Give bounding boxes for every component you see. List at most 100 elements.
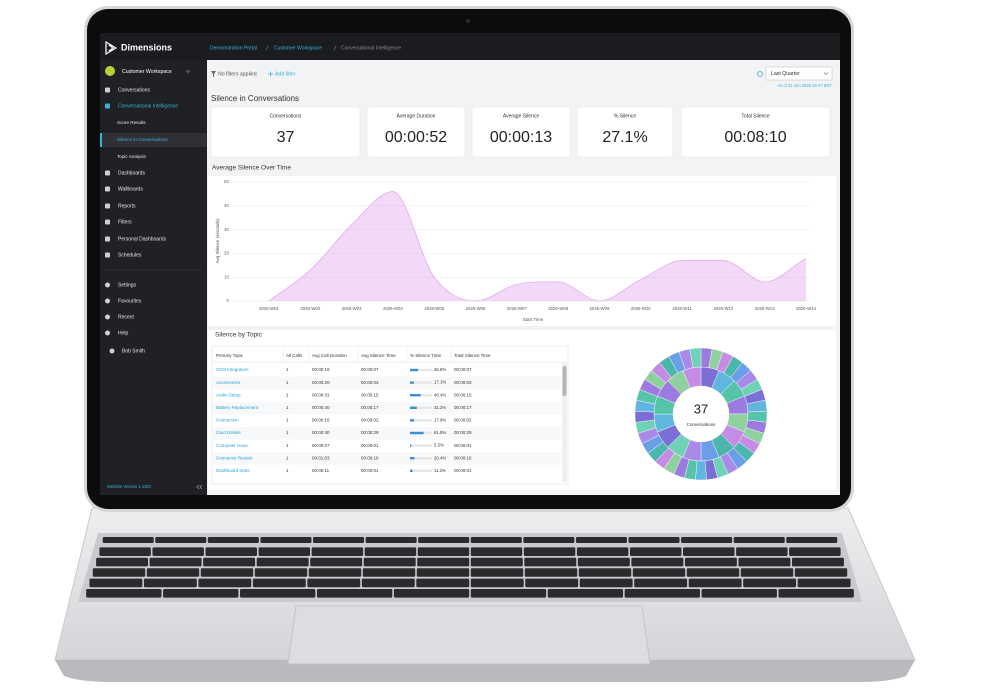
table-cell: 17.1% xyxy=(434,380,446,385)
nav-item[interactable]: Settings xyxy=(118,282,137,288)
table-cell: 20.4% xyxy=(434,455,446,460)
keyboard xyxy=(86,537,854,598)
add-filter[interactable]: Add filter xyxy=(275,71,296,77)
nav-icon xyxy=(105,298,110,304)
key xyxy=(256,557,309,567)
x-tick-label: 2026-W06 xyxy=(466,306,486,311)
key xyxy=(307,578,361,588)
table-cell: 00:00:40 xyxy=(312,405,330,410)
pct-track xyxy=(410,469,432,472)
topic-link[interactable]: Battery Replacement xyxy=(216,405,259,410)
nav-item[interactable]: Dashboards xyxy=(118,170,145,176)
nav-item[interactable]: Conversational Intelligence xyxy=(118,103,178,109)
x-tick-label: 2026-W04 xyxy=(383,306,403,311)
pct-track xyxy=(410,394,432,397)
workspace-icon xyxy=(105,66,115,76)
x-tick-label: 2026-W12 xyxy=(713,306,733,311)
nav-item[interactable]: Personal Dashboards xyxy=(118,236,167,242)
kpi-card xyxy=(366,106,466,158)
breadcrumb[interactable]: Demonstration Portal xyxy=(210,45,257,51)
table-title: Silence by Topic xyxy=(215,332,263,339)
key xyxy=(102,537,154,543)
key xyxy=(547,589,624,598)
nav-item[interactable]: Recent xyxy=(118,314,134,320)
topic-link[interactable]: Audio Setup xyxy=(216,392,241,397)
refresh[interactable] xyxy=(757,71,763,77)
y-axis-title: Avg Silence (seconds) xyxy=(215,218,220,263)
pct-bar xyxy=(410,381,414,384)
key xyxy=(200,568,254,577)
nav-icon xyxy=(105,219,110,225)
table-cell: 00:00:01 xyxy=(361,468,379,473)
pct-track xyxy=(410,381,432,384)
kpi-label: Conversations xyxy=(270,113,302,119)
nav-item[interactable]: Schedules xyxy=(118,252,142,258)
key xyxy=(470,537,522,543)
scroll-thumb[interactable] xyxy=(562,366,567,396)
nav-icon xyxy=(109,348,115,354)
key xyxy=(470,568,524,577)
nav-item[interactable]: Bob Smith xyxy=(122,348,145,354)
key xyxy=(791,557,844,567)
key xyxy=(733,537,785,543)
kpi-value: 00:08:10 xyxy=(724,129,786,146)
section-title: Silence in Conversations xyxy=(211,94,299,103)
pct-track xyxy=(410,419,432,422)
row-stripe xyxy=(213,376,561,390)
topic-link[interactable]: Dashboard Stats xyxy=(216,468,250,473)
topic-link[interactable]: Connection xyxy=(216,418,239,423)
table-header: All Calls xyxy=(286,353,303,358)
x-tick-label: 2026-W11 xyxy=(672,306,692,311)
kpi-value: 27.1% xyxy=(602,129,647,146)
table-cell: 1 xyxy=(286,392,289,397)
y-tick-label: 10 xyxy=(224,274,230,279)
sunburst-slice xyxy=(695,460,707,481)
nav-item[interactable]: Reports xyxy=(118,203,136,209)
key xyxy=(797,578,851,588)
table-cell: 1 xyxy=(286,468,289,473)
topic-link[interactable]: Connector Restart xyxy=(216,455,253,460)
key xyxy=(525,578,579,588)
topic-link[interactable]: SCM Integration xyxy=(216,367,249,372)
key xyxy=(523,547,576,556)
pct-track xyxy=(410,406,432,409)
collapse[interactable] xyxy=(196,484,203,490)
key xyxy=(579,578,633,588)
workspace[interactable]: Customer Workspace xyxy=(122,69,172,75)
nav-item[interactable]: Silence in Conversations xyxy=(117,137,168,142)
topic-link[interactable]: Computer Issue xyxy=(216,443,248,448)
table-cell: 00:00:11 xyxy=(312,468,330,473)
key xyxy=(523,537,575,543)
key xyxy=(89,578,143,588)
table-cell: 00:00:15 xyxy=(361,392,379,397)
nav-item[interactable]: Topic Analysis xyxy=(117,154,147,159)
key xyxy=(393,589,470,598)
version: Website Version 1.1193 xyxy=(107,484,152,489)
nav-item[interactable]: Help xyxy=(118,330,129,336)
key xyxy=(632,568,686,577)
y-tick-label: 50 xyxy=(224,179,230,184)
topic-link[interactable]: Card Details xyxy=(216,430,242,435)
nav-item[interactable]: Conversations xyxy=(118,87,150,93)
key xyxy=(252,578,306,588)
pct-bar xyxy=(410,394,421,397)
key xyxy=(789,547,841,556)
nav-item[interactable]: Filters xyxy=(118,219,132,225)
key xyxy=(470,547,523,556)
kpi-card xyxy=(576,106,674,158)
filter-icon xyxy=(211,71,216,77)
topic-link[interactable]: Accessories xyxy=(216,380,241,385)
top-bar xyxy=(100,33,840,60)
nav-item[interactable]: Score Results xyxy=(117,120,146,125)
nav-item[interactable]: Wallboards xyxy=(118,186,143,192)
table-cell: 1 xyxy=(286,405,289,410)
kpi-label: Average Silence xyxy=(503,113,540,119)
pct-bar xyxy=(410,444,412,447)
key xyxy=(629,547,682,556)
period-select[interactable] xyxy=(765,66,833,81)
nav-item[interactable]: Favourites xyxy=(118,298,142,304)
key xyxy=(92,568,146,577)
breadcrumb[interactable]: Customer Workspace xyxy=(274,45,322,51)
nav-icon xyxy=(105,203,110,209)
key xyxy=(575,537,627,543)
